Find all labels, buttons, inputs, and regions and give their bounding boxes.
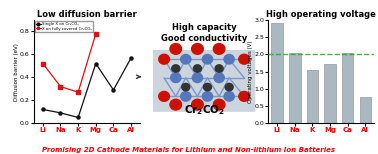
Circle shape [202,92,212,101]
Circle shape [214,73,224,83]
Circle shape [159,54,169,64]
Circle shape [213,44,225,54]
Bar [271,23,283,123]
Circle shape [224,55,234,64]
Bar [307,70,318,123]
Circle shape [182,83,190,91]
Circle shape [239,54,249,64]
Circle shape [194,65,201,72]
Circle shape [170,44,181,54]
Bar [342,53,353,123]
Circle shape [192,44,203,54]
Circle shape [239,91,249,101]
Circle shape [170,99,181,110]
FancyBboxPatch shape [153,50,255,112]
Circle shape [225,83,233,91]
Legend: Single X on Cr₂CO₂, X on fully covered Cr₂CO₂: Single X on Cr₂CO₂, X on fully covered C… [35,21,93,32]
Title: Low diffusion barrier: Low diffusion barrier [37,10,137,19]
Circle shape [192,99,203,110]
Circle shape [202,55,212,64]
Circle shape [159,91,169,101]
Bar [359,97,371,123]
Bar [289,53,301,123]
Text: High capacity
Good conductivity: High capacity Good conductivity [161,23,247,43]
Circle shape [181,55,191,64]
Circle shape [170,73,181,83]
Bar [324,64,336,123]
Circle shape [213,99,225,110]
Text: $\mathbf{Cr_2CO_2}$: $\mathbf{Cr_2CO_2}$ [184,103,225,117]
Y-axis label: Operating voltages (V): Operating voltages (V) [248,40,253,103]
Text: Promising 2D Cathode Materials for Lithium and Non-lithium Ion Batteries: Promising 2D Cathode Materials for Lithi… [42,147,336,153]
Circle shape [172,65,180,72]
Circle shape [192,73,203,83]
Circle shape [224,92,234,101]
Y-axis label: Diffusion barrier (eV): Diffusion barrier (eV) [14,43,19,101]
Circle shape [181,92,191,101]
Title: High operating voltage: High operating voltage [266,10,376,19]
Circle shape [215,65,223,72]
Circle shape [203,83,211,91]
